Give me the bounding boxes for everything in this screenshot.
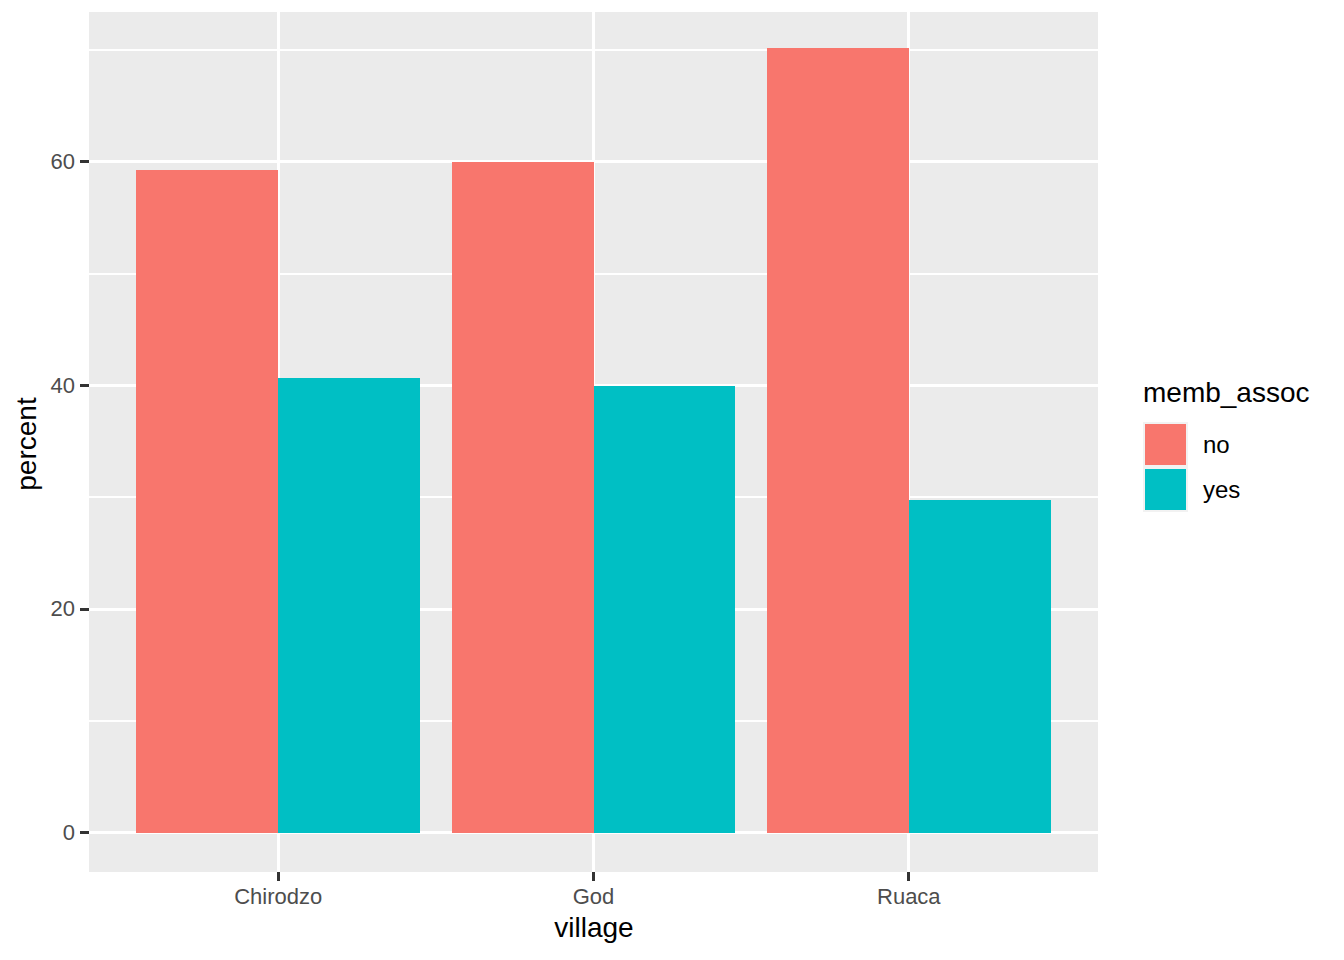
bar-no-chirodzo [136,170,278,833]
x-axis-title: village [554,912,633,944]
y-tick-mark [80,160,89,163]
legend-label-no: no [1203,430,1230,459]
y-tick-label: 40 [0,373,75,399]
bar-no-ruaca [767,48,909,833]
x-tick-mark [907,872,910,881]
x-tick-label-ruaca: Ruaca [789,884,1029,910]
y-axis-title: percent [11,397,43,490]
legend-title: memb_assoc [1143,378,1310,408]
x-tick-label-chirodzo: Chirodzo [158,884,398,910]
y-tick-mark [80,608,89,611]
bar-no-god [452,162,594,833]
legend-label-yes: yes [1203,475,1240,504]
y-tick-mark [80,831,89,834]
y-tick-label: 60 [0,149,75,175]
bar-chart-figure: 0204060ChirodzoGodRuaca percent village … [0,0,1344,960]
x-tick-mark [592,872,595,881]
y-tick-mark [80,384,89,387]
legend-key-no [1143,422,1188,467]
bar-yes-ruaca [909,500,1051,833]
bar-yes-chirodzo [278,378,420,833]
x-tick-label-god: God [474,884,714,910]
bars-layer [89,12,1098,872]
y-tick-label: 0 [0,820,75,846]
bar-yes-god [594,386,736,833]
legend-swatch-no [1145,424,1186,465]
x-tick-mark [277,872,280,881]
legend-swatch-yes [1145,469,1186,510]
legend-key-yes [1143,467,1188,512]
y-tick-label: 20 [0,596,75,622]
